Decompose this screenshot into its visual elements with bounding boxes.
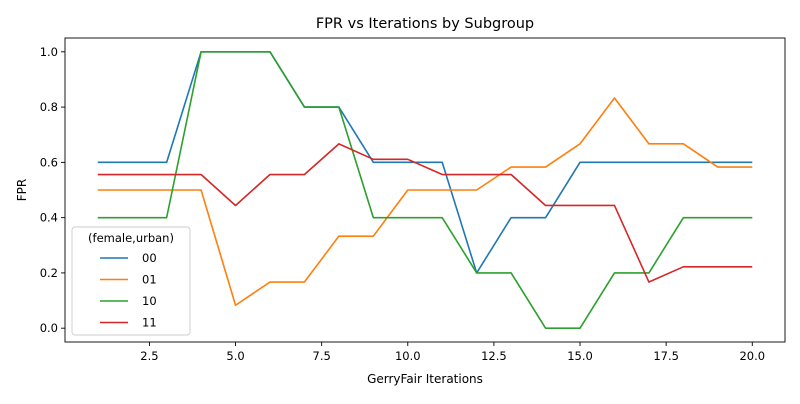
legend-label-11: 11 xyxy=(142,316,157,330)
x-tick-label: 7.5 xyxy=(313,349,331,363)
legend-label-10: 10 xyxy=(142,294,157,308)
y-tick-label: 0.2 xyxy=(40,266,58,280)
legend-label-00: 00 xyxy=(142,251,157,265)
x-tick-label: 20.0 xyxy=(739,349,765,363)
y-axis-label: FPR xyxy=(15,179,29,201)
y-tick-label: 0.6 xyxy=(40,155,58,169)
plot-frame xyxy=(64,37,786,343)
legend: (female,urban) 00 01 10 11 xyxy=(71,226,191,336)
x-tick-label: 15.0 xyxy=(567,349,593,363)
legend-label-01: 01 xyxy=(142,273,157,287)
series-line-01 xyxy=(97,97,753,307)
series-line-11 xyxy=(97,143,753,283)
legend-title: (female,urban) xyxy=(88,231,174,245)
y-tick-label: 0.0 xyxy=(40,321,58,335)
x-tick-label: 12.5 xyxy=(481,349,507,363)
y-tick-label: 0.4 xyxy=(40,211,58,225)
x-tick-label: 5.0 xyxy=(226,349,244,363)
plot-area: 2.5 5.0 7.5 10.0 12.5 15.0 17.5 20.0 0.0 0.2 0.4 0.… xyxy=(40,37,786,363)
x-tick-label: 2.5 xyxy=(140,349,158,363)
series-line-00 xyxy=(97,51,753,274)
legend-box xyxy=(71,226,191,336)
x-tick-label: 10.0 xyxy=(395,349,421,363)
x-axis-label: GerryFair Iterations xyxy=(367,372,483,386)
y-tick-label: 0.8 xyxy=(40,100,58,114)
chart-title: FPR vs Iterations by Subgroup xyxy=(316,16,534,32)
x-tick-label: 17.5 xyxy=(653,349,679,363)
series-line-10 xyxy=(97,51,753,329)
y-tick-label: 1.0 xyxy=(40,45,58,59)
